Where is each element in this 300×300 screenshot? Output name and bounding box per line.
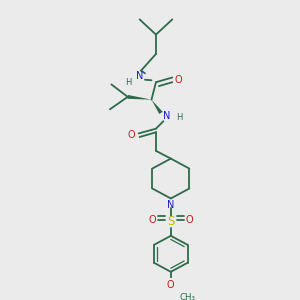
Text: O: O xyxy=(174,75,182,85)
Text: O: O xyxy=(148,215,156,225)
Text: H: H xyxy=(125,78,131,87)
Text: O: O xyxy=(185,215,193,225)
Text: N: N xyxy=(136,70,143,81)
Text: N: N xyxy=(167,200,175,209)
Text: O: O xyxy=(128,130,135,140)
Text: S: S xyxy=(167,215,175,229)
Text: CH₃: CH₃ xyxy=(179,293,195,300)
Text: N: N xyxy=(163,111,170,121)
Polygon shape xyxy=(128,95,152,100)
Text: O: O xyxy=(167,280,175,290)
Text: H: H xyxy=(176,113,183,122)
Polygon shape xyxy=(152,100,163,114)
